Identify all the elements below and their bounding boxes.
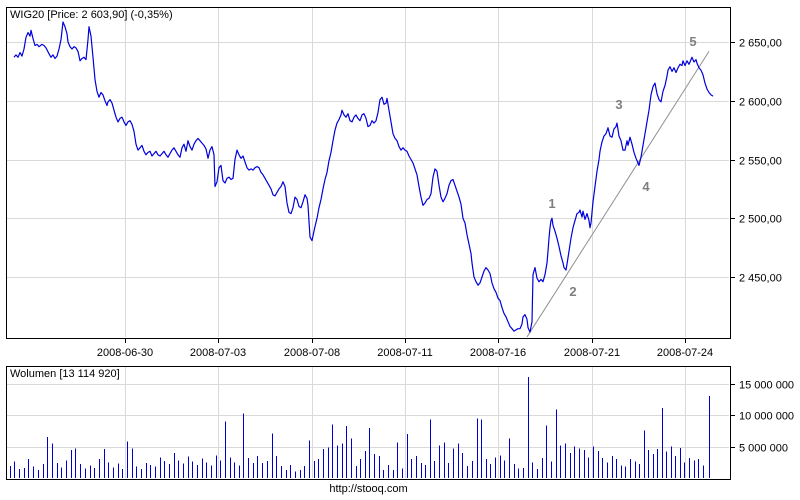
volume-axis-label: 10 000 000 xyxy=(739,411,794,423)
wave-label-1: 1 xyxy=(548,195,556,211)
trendline xyxy=(526,51,710,338)
date-axis-label: 2008-06-30 xyxy=(97,347,153,359)
price-panel-border xyxy=(6,7,731,339)
date-axis-label: 2008-07-21 xyxy=(564,347,620,359)
source-url: http://stooq.com xyxy=(329,483,408,495)
volume-axis-label: 5 000 000 xyxy=(739,443,788,455)
date-axis-label: 2008-07-08 xyxy=(284,347,340,359)
date-axis-label: 2008-07-24 xyxy=(657,347,713,359)
date-axis-label: 2008-07-16 xyxy=(470,347,526,359)
price-panel-title: WIG20 [Price: 2 603,90] (-0,35%) xyxy=(10,9,173,21)
price-axis-label: 2 500,00 xyxy=(739,214,782,226)
volume-axis-label: 15 000 000 xyxy=(739,380,794,392)
price-axis-label: 2 450,00 xyxy=(739,273,782,285)
wave-label-5: 5 xyxy=(689,33,697,49)
date-axis-label: 2008-07-03 xyxy=(190,347,246,359)
wave-label-2: 2 xyxy=(569,284,577,300)
price-line xyxy=(13,21,714,333)
volume-panel-border xyxy=(6,366,731,480)
date-axis-label: 2008-07-11 xyxy=(377,347,432,359)
price-axis-label: 2 550,00 xyxy=(739,156,782,168)
price-axis-label: 2 600,00 xyxy=(739,97,782,109)
wave-label-4: 4 xyxy=(642,178,650,194)
volume-panel-title: Wolumen [13 114 920] xyxy=(10,368,120,380)
wave-label-3: 3 xyxy=(615,97,623,113)
price-axis-label: 2 650,00 xyxy=(739,38,782,50)
